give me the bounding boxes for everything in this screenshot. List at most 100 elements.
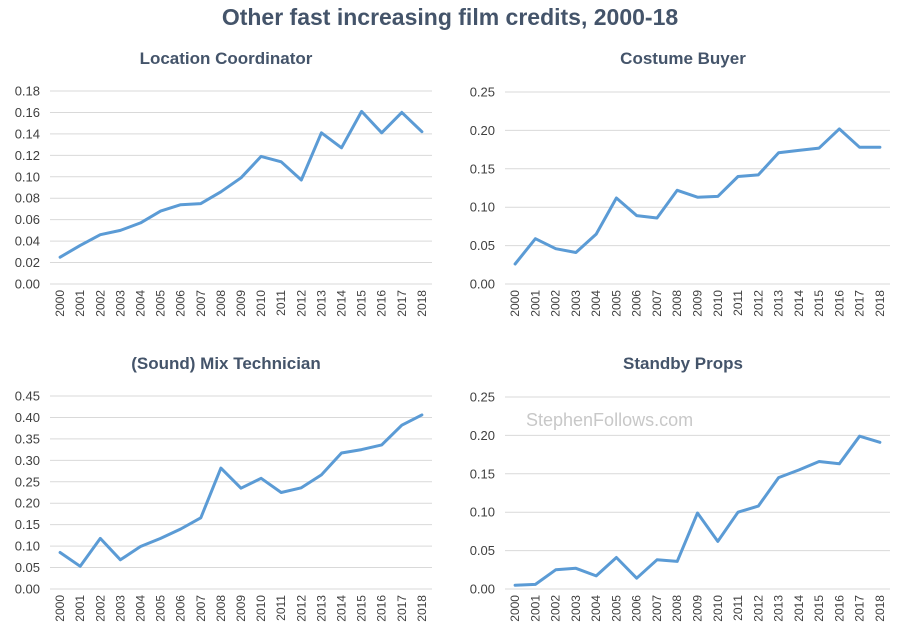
x-tick-label: 2009 [234,290,248,317]
x-tick-label: 2015 [812,595,826,622]
x-tick-label: 2014 [335,290,349,317]
x-tick-label: 2017 [853,595,867,622]
y-tick-label: 0.08 [15,191,40,206]
y-tick-label: 0.15 [470,466,495,481]
y-tick-label: 0.45 [15,389,40,404]
x-tick-label: 2011 [274,290,288,316]
x-tick-label: 2014 [335,595,349,622]
x-tick-label: 2004 [133,290,147,317]
y-tick-label: 0.10 [470,505,495,520]
x-tick-label: 2004 [133,595,147,622]
x-tick-label: 2017 [395,595,409,622]
y-tick-label: 0.12 [15,148,40,163]
series-line [58,413,424,568]
y-tick-label: 0.35 [15,431,40,446]
series-line [513,434,882,587]
chart-standby-props: Standby Props 0.00 0.05 0.10 0.15 0.20 0.25 200… [470,354,890,622]
y-tick-label: 0.05 [470,238,495,253]
x-tick-label: 2001 [528,290,542,317]
chart-title: Location Coordinator [140,49,313,68]
x-tick-label: 2015 [355,595,369,622]
chart-title: Costume Buyer [620,49,746,68]
x-tick-label: 2001 [73,290,87,317]
x-tick-label: 2007 [194,595,208,622]
y-tick-label: 0.30 [15,453,40,468]
x-tick-label: 2000 [508,595,522,622]
x-tick-label: 2012 [751,290,765,317]
x-tick-label: 2009 [234,595,248,622]
x-tick-label: 2010 [711,290,725,317]
x-tick-label: 2014 [792,595,806,622]
y-tick-label: 0.15 [15,517,40,532]
x-tick-label: 2005 [609,290,623,317]
x-tick-label: 2004 [589,595,603,622]
x-tick-label: 2007 [650,290,664,317]
x-tick-label: 2002 [549,290,563,317]
y-tick-label: 0.16 [15,105,40,120]
y-tick-label: 0.00 [470,582,495,597]
x-tick-label: 2003 [569,595,583,622]
x-tick-label: 2008 [214,290,228,317]
x-tick-label: 2005 [154,595,168,622]
x-tick-label: 2015 [812,290,826,317]
x-tick-label: 2002 [93,595,107,622]
x-tick-label: 2011 [731,595,745,621]
chart-title: Standby Props [623,354,743,373]
chart-location-coordinator: Location Coordinator 0.00 0.02 0.04 0.06 0.08… [15,49,432,317]
x-tick-label: 2010 [254,595,268,622]
x-tick-label: 2006 [630,290,644,317]
x-tick-label: 2011 [274,595,288,621]
x-tick-label: 2002 [549,595,563,622]
series-line [58,109,424,259]
x-tick-label: 2018 [873,290,887,317]
x-tick-label: 2013 [314,595,328,622]
y-tick-label: 0.06 [15,212,40,227]
y-tick-label: 0.10 [15,169,40,184]
x-tick-label: 2010 [254,290,268,317]
x-tick-label: 2016 [832,595,846,622]
x-tick-label: 2003 [569,290,583,317]
x-tick-label: 2016 [832,290,846,317]
x-tick-label: 2017 [395,290,409,317]
x-tick-label: 2009 [691,595,705,622]
y-tick-label: 0.25 [470,390,495,405]
x-tick-label: 2006 [630,595,644,622]
y-tick-label: 0.15 [470,161,495,176]
x-tick-label: 2015 [355,290,369,317]
chart-sound-mix-technician: (Sound) Mix Technician 0.00 0.05 0.10 0.15 0.… [15,354,432,622]
x-tick-label: 2008 [670,595,684,622]
x-tick-label: 2014 [792,290,806,317]
x-tick-label: 2005 [154,290,168,317]
x-tick-label: 2008 [214,595,228,622]
x-tick-label: 2007 [650,595,664,622]
x-tick-label: 2018 [873,595,887,622]
x-tick-label: 2006 [174,595,188,622]
x-tick-label: 2011 [731,290,745,316]
x-tick-label: 2017 [853,290,867,317]
x-tick-label: 2004 [589,290,603,317]
x-tick-label: 2013 [314,290,328,317]
y-tick-label: 0.00 [15,277,40,292]
x-tick-label: 2012 [294,290,308,317]
chart-title: (Sound) Mix Technician [131,354,321,373]
x-tick-label: 2000 [508,290,522,317]
main-title: Other fast increasing film credits, 2000… [221,4,679,30]
y-tick-label: 0.00 [470,277,495,292]
chart-costume-buyer: Costume Buyer 0.00 0.05 0.10 0.15 0.20 0.25 200… [470,49,890,317]
y-tick-label: 0.10 [15,539,40,554]
y-tick-label: 0.00 [15,582,40,597]
x-tick-label: 2001 [73,595,87,622]
y-tick-label: 0.02 [15,255,40,270]
x-tick-label: 2009 [691,290,705,317]
x-tick-label: 2016 [375,290,389,317]
x-tick-label: 2012 [294,595,308,622]
x-tick-label: 2010 [711,595,725,622]
x-tick-label: 2003 [113,595,127,622]
y-tick-label: 0.25 [470,85,495,100]
x-tick-label: 2000 [53,595,67,622]
x-tick-label: 2018 [415,290,429,317]
y-tick-label: 0.25 [15,474,40,489]
x-tick-label: 2013 [772,595,786,622]
x-tick-label: 2006 [174,290,188,317]
